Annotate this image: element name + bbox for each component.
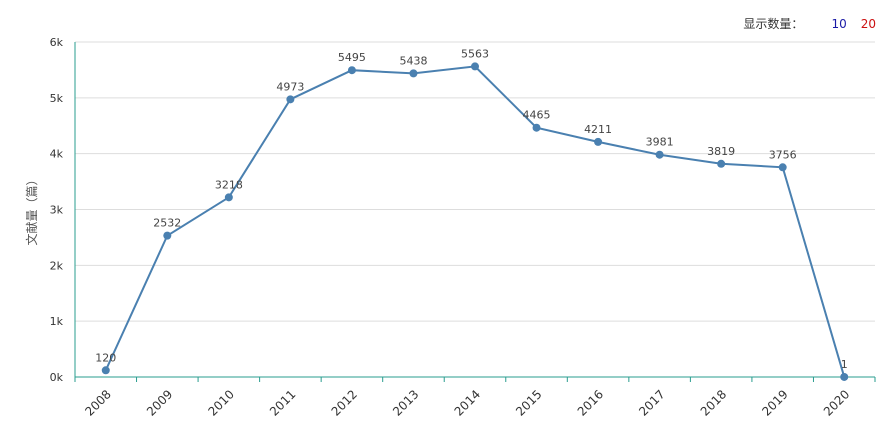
display-count-option-20[interactable]: 20 bbox=[860, 16, 876, 31]
data-label: 3981 bbox=[646, 136, 674, 149]
data-point bbox=[347, 66, 356, 75]
display-count-label: 显示数量： bbox=[743, 17, 804, 31]
data-label: 1 bbox=[841, 358, 848, 371]
x-tick-label: 2009 bbox=[144, 387, 175, 418]
y-tick-label: 4k bbox=[50, 148, 64, 161]
data-point bbox=[655, 150, 664, 159]
x-tick-label: 2011 bbox=[267, 387, 298, 418]
data-point bbox=[471, 62, 479, 71]
data-label: 2532 bbox=[153, 217, 181, 230]
x-tick-label: 2013 bbox=[390, 387, 421, 418]
data-point bbox=[778, 163, 787, 172]
data-label: 4465 bbox=[523, 109, 551, 122]
display-count-control: 显示数量： 10 20 bbox=[743, 15, 876, 32]
x-tick-label: 2012 bbox=[329, 387, 360, 418]
y-tick-label: 2k bbox=[50, 259, 64, 272]
x-tick-label: 2015 bbox=[513, 387, 544, 418]
y-tick-label: 3k bbox=[50, 204, 64, 217]
data-point bbox=[594, 137, 603, 146]
y-tick-label: 6k bbox=[50, 36, 64, 49]
x-tick-label: 2017 bbox=[636, 387, 667, 418]
data-label: 5438 bbox=[399, 54, 427, 67]
x-tick-label: 2019 bbox=[759, 387, 790, 418]
data-point bbox=[101, 366, 110, 375]
y-tick-label: 5k bbox=[50, 92, 64, 105]
y-axis-label: 文献量（篇） bbox=[24, 173, 39, 245]
x-tick-label: 2020 bbox=[821, 387, 852, 418]
data-point bbox=[532, 123, 541, 132]
data-label: 3756 bbox=[769, 148, 797, 161]
y-tick-label: 1k bbox=[50, 315, 64, 328]
data-label: 3819 bbox=[707, 145, 735, 158]
series-line bbox=[104, 65, 846, 378]
display-count-option-10[interactable]: 10 bbox=[831, 16, 847, 31]
data-point bbox=[163, 231, 172, 240]
x-tick-label: 2016 bbox=[575, 387, 606, 418]
data-point bbox=[286, 95, 295, 104]
x-tick-label: 2018 bbox=[698, 387, 729, 418]
data-label: 120 bbox=[95, 351, 116, 364]
data-label: 4973 bbox=[276, 80, 304, 93]
data-point bbox=[717, 159, 726, 168]
x-tick-label: 2008 bbox=[82, 387, 113, 418]
data-point bbox=[840, 372, 849, 381]
data-point bbox=[224, 193, 233, 202]
data-label: 5495 bbox=[338, 51, 366, 64]
data-point bbox=[409, 69, 418, 78]
data-label: 3218 bbox=[215, 178, 243, 191]
y-tick-label: 0k bbox=[50, 371, 64, 384]
x-tick-label: 2014 bbox=[452, 387, 483, 418]
data-label: 4211 bbox=[584, 123, 612, 136]
data-label: 5563 bbox=[461, 47, 489, 60]
x-tick-label: 2010 bbox=[205, 387, 236, 418]
